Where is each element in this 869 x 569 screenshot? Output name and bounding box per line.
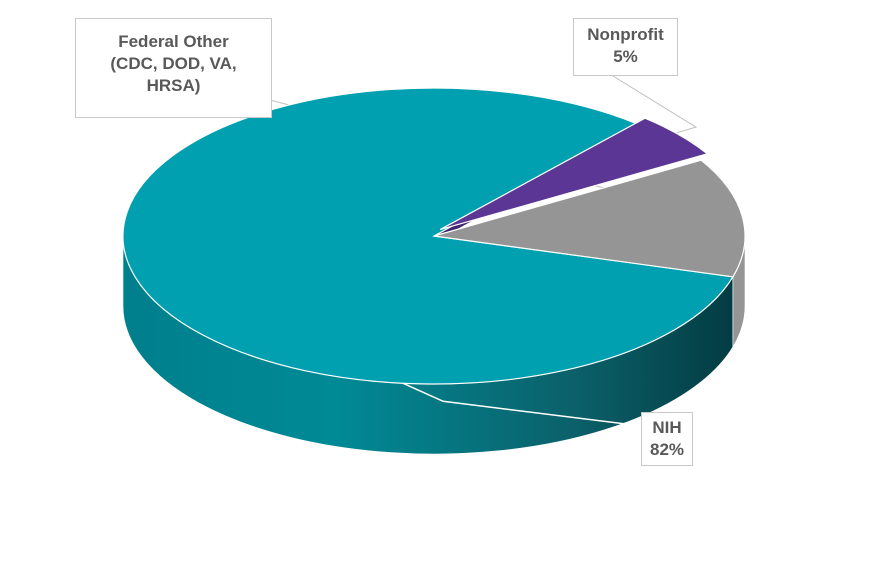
label-nih-name: NIH bbox=[652, 418, 682, 437]
pie-tops bbox=[122, 87, 746, 427]
label-nonprofit-name: Nonprofit bbox=[587, 25, 664, 44]
pie-slice-federal bbox=[433, 159, 746, 278]
leader-line-nonprofit bbox=[573, 51, 698, 134]
label-federal-other: Federal Other (CDC, DOD, VA, HRSA) bbox=[75, 18, 272, 118]
pie-slice-nih bbox=[122, 87, 734, 385]
label-nonprofit: Nonprofit 5% bbox=[573, 18, 678, 76]
label-nonprofit-value: 5% bbox=[613, 47, 638, 66]
label-federal-line-1: Federal Other bbox=[118, 32, 229, 51]
label-federal-line-3: HRSA) bbox=[146, 76, 201, 95]
label-federal-line-2: (CDC, DOD, VA, bbox=[110, 54, 237, 73]
leader-line-nih bbox=[402, 382, 643, 427]
label-nih-value: 82% bbox=[649, 440, 685, 459]
label-nih: NIH 82% bbox=[641, 412, 693, 466]
pie-slice-nonprofit bbox=[439, 117, 709, 231]
